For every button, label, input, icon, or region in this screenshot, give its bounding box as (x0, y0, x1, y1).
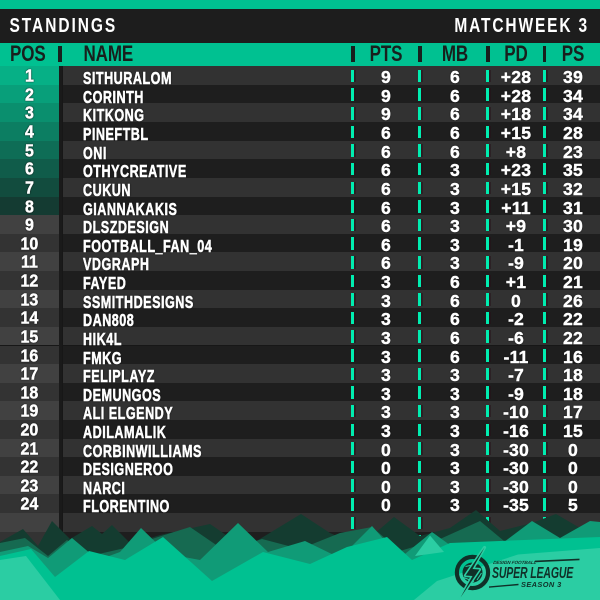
svg-text:SUPER LEAGUE: SUPER LEAGUE (492, 564, 574, 582)
svg-text:DESIGN FOOTBALL: DESIGN FOOTBALL (493, 560, 537, 565)
svg-text:SEASON 3: SEASON 3 (521, 580, 562, 589)
